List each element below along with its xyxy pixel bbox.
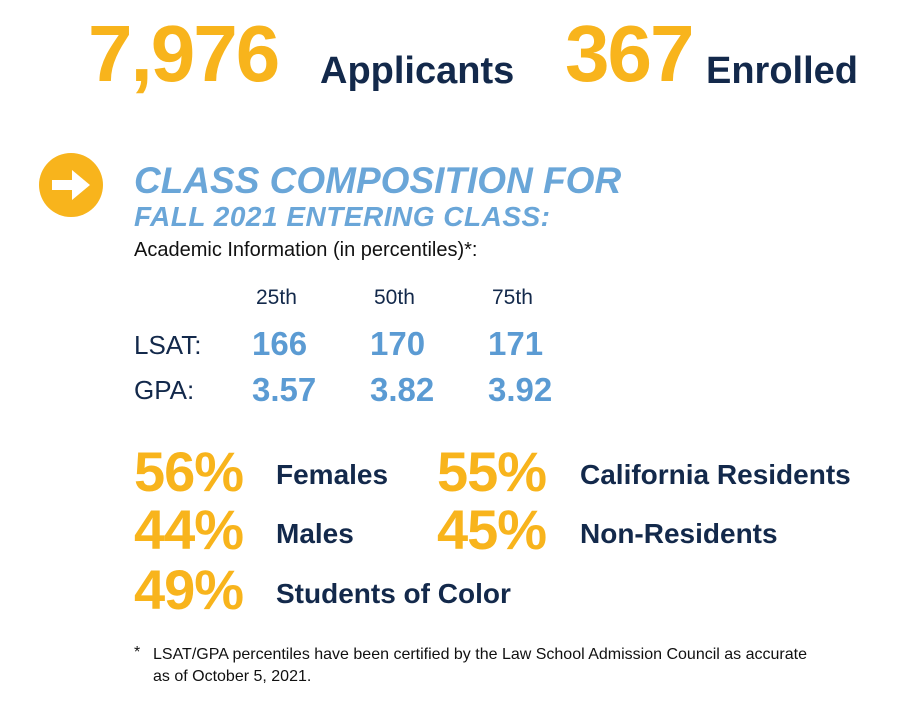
males-label: Males — [276, 518, 354, 549]
lsat-75th-value: 171 — [488, 325, 544, 362]
lsat-50th-value: 170 — [370, 325, 426, 362]
students-of-color-label: Students of Color — [276, 578, 511, 609]
enrolled-count: 367 — [565, 9, 694, 98]
non-residents-percent: 45% — [437, 498, 547, 561]
non-residents-label: Non-Residents — [580, 518, 778, 549]
gpa-75th-value: 3.92 — [488, 371, 553, 408]
students-of-color-percent: 49% — [134, 558, 244, 621]
females-label: Females — [276, 459, 389, 490]
applicants-label: Applicants — [320, 50, 515, 92]
column-header-50th: 50th — [374, 286, 415, 309]
females-percent: 56% — [134, 440, 244, 503]
gpa-row-label: GPA: — [134, 375, 195, 405]
applicants-count: 7,976 — [88, 9, 280, 98]
males-percent: 44% — [134, 498, 244, 561]
academic-info-label: Academic Information (in percentiles)*: — [134, 239, 478, 261]
gpa-25th-value: 3.57 — [252, 371, 317, 408]
enrolled-label: Enrolled — [706, 50, 859, 92]
column-header-25th: 25th — [256, 286, 297, 309]
column-header-75th: 75th — [492, 286, 533, 309]
lsat-25th-value: 166 — [252, 325, 308, 362]
gpa-50th-value: 3.82 — [370, 371, 435, 408]
california-residents-label: California Residents — [580, 459, 851, 490]
lsat-row-label: LSAT: — [134, 330, 202, 360]
arrow-right-circle-icon — [39, 153, 103, 217]
footnote-line-1: LSAT/GPA percentiles have been certified… — [153, 646, 807, 663]
section-subheading: FALL 2021 ENTERING CLASS: — [134, 201, 551, 232]
footnote-mark: * — [134, 644, 141, 661]
california-residents-percent: 55% — [437, 440, 547, 503]
footnote-line-2: as of October 5, 2021. — [153, 668, 312, 685]
section-heading: CLASS COMPOSITION FOR — [134, 160, 622, 201]
